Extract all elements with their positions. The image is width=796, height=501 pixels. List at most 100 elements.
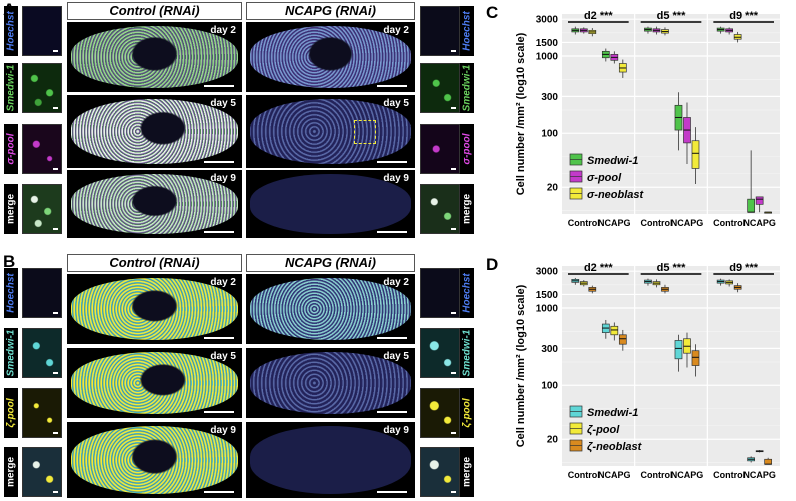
y-tick-label: 300 [541, 344, 558, 355]
b-left-thumb-merge [22, 447, 62, 497]
b-control-worm-day9: day 9 [67, 422, 242, 498]
y-tick-label: 1000 [536, 304, 559, 315]
day-group-label: d5 *** [657, 262, 686, 274]
y-tick-label: 3000 [536, 267, 559, 278]
a-right-label-hoechst: Hoechst [460, 6, 474, 56]
box-body [747, 198, 756, 213]
x-tick-label: NCAPG [598, 470, 631, 480]
x-tick-label: Control [713, 470, 745, 480]
chart-c: C 20 100 300 1000 1500 3000 d2 *** d5 *** d9 *** C… [486, 3, 780, 228]
a-left-label-smedwi: Smedwi-1 [4, 63, 18, 113]
a-control-worm-day9: day 9 [67, 170, 242, 238]
day-group-label: d9 *** [729, 262, 758, 274]
chart-d: D 20 100 300 1000 1500 3000 d2 *** d5 *** d9 *** C… [486, 255, 780, 480]
y-tick-label: 20 [547, 435, 559, 446]
b-left-thumb-smedwi [22, 328, 62, 378]
a-right-thumb-smedwi [420, 63, 460, 113]
panel-letter-b: B [3, 252, 16, 271]
a-ncapg-roi-box [354, 120, 376, 144]
b-right-thumb-pool [420, 388, 460, 438]
panel-a-control-title: Control (RNAi) [67, 2, 242, 20]
b-right-thumb-merge [420, 447, 460, 497]
box-body [618, 334, 627, 345]
y-tick-label: 1500 [536, 290, 559, 301]
box-body [755, 196, 764, 205]
y-tick-label: 20 [547, 183, 559, 194]
b-right-thumb-smedwi [420, 328, 460, 378]
x-tick-label: Control [640, 218, 672, 228]
box-body [674, 340, 683, 360]
a-left-label-merge: merge [4, 184, 18, 234]
b-ncapg-worm-day9: day 9 [246, 422, 415, 498]
x-tick-label: Control [640, 470, 672, 480]
panel-letter-d: D [486, 255, 498, 274]
box-body [691, 350, 700, 366]
a-right-label-merge: merge [460, 184, 474, 234]
a-ncapg-worm-day5: day 5 [246, 95, 415, 168]
a-left-thumb-smedwi [22, 63, 62, 113]
a-right-label-smedwi: Smedwi-1 [460, 63, 474, 113]
b-control-worm-day5: day 5 [67, 348, 242, 418]
x-tick-label: NCAPG [743, 470, 776, 480]
legend-label: Smedwi-1 [587, 155, 638, 167]
x-tick-label: NCAPG [743, 218, 776, 228]
box-body [610, 325, 619, 336]
x-tick-label: Control [713, 218, 745, 228]
legend-label: ζ-neoblast [587, 441, 643, 453]
day-group-label: d2 *** [584, 10, 613, 22]
panel-a-ncapg-title: NCAPG (RNAi) [246, 2, 415, 20]
a-right-thumb-merge [420, 184, 460, 234]
a-left-thumb-hoechst [22, 6, 62, 56]
b-right-label-smedwi: Smedwi-1 [460, 328, 474, 378]
y-tick-label: 100 [541, 129, 558, 140]
y-tick-label: 3000 [536, 15, 559, 26]
y-tick-label: 100 [541, 381, 558, 392]
b-right-label-hoechst: Hoechst [460, 268, 474, 318]
a-control-worm-day2: day 2 [67, 22, 242, 92]
panel-letter-c: C [486, 3, 498, 22]
a-left-thumb-pool [22, 124, 62, 174]
y-axis-label: Cell number /mm² (log10 scale) [515, 284, 527, 447]
a-left-label-pool: σ-pool [4, 124, 18, 174]
b-left-label-smedwi: Smedwi-1 [4, 328, 18, 378]
b-left-label-merge: merge [4, 447, 18, 497]
b-left-label-hoechst: Hoechst [4, 268, 18, 318]
x-tick-label: NCAPG [671, 470, 704, 480]
legend-label: σ-neoblast [587, 189, 645, 201]
x-tick-label: Control [568, 470, 600, 480]
y-tick-label: 300 [541, 92, 558, 103]
legend-label: σ-pool [587, 172, 622, 184]
b-ncapg-worm-day2: day 2 [246, 274, 415, 344]
x-tick-label: NCAPG [671, 218, 704, 228]
b-left-thumb-pool [22, 388, 62, 438]
y-tick-label: 1500 [536, 38, 559, 49]
plot-background [562, 14, 780, 214]
plot-background [562, 266, 780, 466]
b-right-label-merge: merge [460, 447, 474, 497]
legend-label: Smedwi-1 [587, 407, 638, 419]
x-tick-label: Control [568, 218, 600, 228]
day-group-label: d9 *** [729, 10, 758, 22]
panel-b-control-title: Control (RNAi) [67, 254, 242, 272]
panel-b-ncapg-title: NCAPG (RNAi) [246, 254, 415, 272]
y-tick-label: 1000 [536, 52, 559, 63]
a-ncapg-worm-day9: day 9 [246, 170, 415, 238]
a-ncapg-worm-day2: day 2 [246, 22, 415, 92]
b-control-worm-day2: day 2 [67, 274, 242, 344]
a-right-thumb-pool [420, 124, 460, 174]
b-ncapg-worm-day5: day 5 [246, 348, 415, 418]
b-right-thumb-hoechst [420, 268, 460, 318]
a-right-thumb-hoechst [420, 6, 460, 56]
x-tick-label: NCAPG [598, 218, 631, 228]
day-group-label: d5 *** [657, 10, 686, 22]
box-body [764, 458, 773, 465]
a-left-label-hoechst: Hoechst [4, 6, 18, 56]
a-left-thumb-merge [22, 184, 62, 234]
b-right-label-pool: ζ-pool [460, 388, 474, 438]
a-control-worm-day5: day 5 [67, 95, 242, 168]
day-group-label: d2 *** [584, 262, 613, 274]
box-body [691, 140, 700, 169]
legend-label: ζ-pool [587, 424, 620, 436]
y-axis-label: Cell number /mm² (log10 scale) [515, 32, 527, 195]
b-left-thumb-hoechst [22, 268, 62, 318]
